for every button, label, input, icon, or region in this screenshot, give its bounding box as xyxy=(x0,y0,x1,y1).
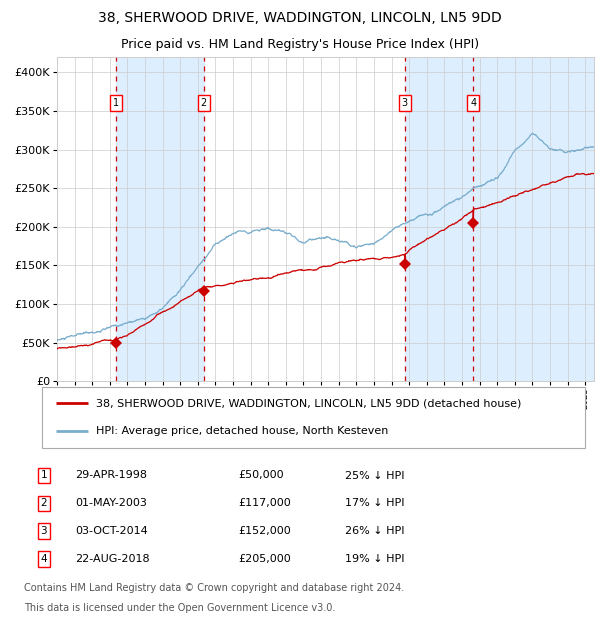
Text: 3: 3 xyxy=(40,526,47,536)
Text: 22-AUG-2018: 22-AUG-2018 xyxy=(75,554,149,564)
Text: £50,000: £50,000 xyxy=(238,471,284,480)
Text: 03-OCT-2014: 03-OCT-2014 xyxy=(75,526,148,536)
Text: £152,000: £152,000 xyxy=(238,526,291,536)
Text: HPI: Average price, detached house, North Kesteven: HPI: Average price, detached house, Nort… xyxy=(97,426,389,436)
Text: 17% ↓ HPI: 17% ↓ HPI xyxy=(346,498,405,508)
Text: £205,000: £205,000 xyxy=(238,554,291,564)
Text: 2: 2 xyxy=(40,498,47,508)
Text: £117,000: £117,000 xyxy=(238,498,291,508)
Text: This data is licensed under the Open Government Licence v3.0.: This data is licensed under the Open Gov… xyxy=(24,603,335,613)
Text: 26% ↓ HPI: 26% ↓ HPI xyxy=(346,526,405,536)
Text: 01-MAY-2003: 01-MAY-2003 xyxy=(75,498,146,508)
Text: 1: 1 xyxy=(113,99,119,108)
Text: 38, SHERWOOD DRIVE, WADDINGTON, LINCOLN, LN5 9DD: 38, SHERWOOD DRIVE, WADDINGTON, LINCOLN,… xyxy=(98,11,502,25)
Text: 4: 4 xyxy=(40,554,47,564)
Text: 38, SHERWOOD DRIVE, WADDINGTON, LINCOLN, LN5 9DD (detached house): 38, SHERWOOD DRIVE, WADDINGTON, LINCOLN,… xyxy=(97,398,521,409)
Text: 1: 1 xyxy=(40,471,47,480)
Text: 4: 4 xyxy=(470,99,476,108)
Text: 25% ↓ HPI: 25% ↓ HPI xyxy=(346,471,405,480)
Text: Contains HM Land Registry data © Crown copyright and database right 2024.: Contains HM Land Registry data © Crown c… xyxy=(24,583,404,593)
FancyBboxPatch shape xyxy=(42,387,585,448)
Text: Price paid vs. HM Land Registry's House Price Index (HPI): Price paid vs. HM Land Registry's House … xyxy=(121,38,479,51)
Text: 2: 2 xyxy=(200,99,207,108)
Text: 19% ↓ HPI: 19% ↓ HPI xyxy=(346,554,405,564)
Text: 3: 3 xyxy=(401,99,408,108)
Bar xyxy=(116,57,203,381)
Text: 29-APR-1998: 29-APR-1998 xyxy=(75,471,147,480)
Bar xyxy=(473,57,594,381)
Bar xyxy=(405,57,473,381)
